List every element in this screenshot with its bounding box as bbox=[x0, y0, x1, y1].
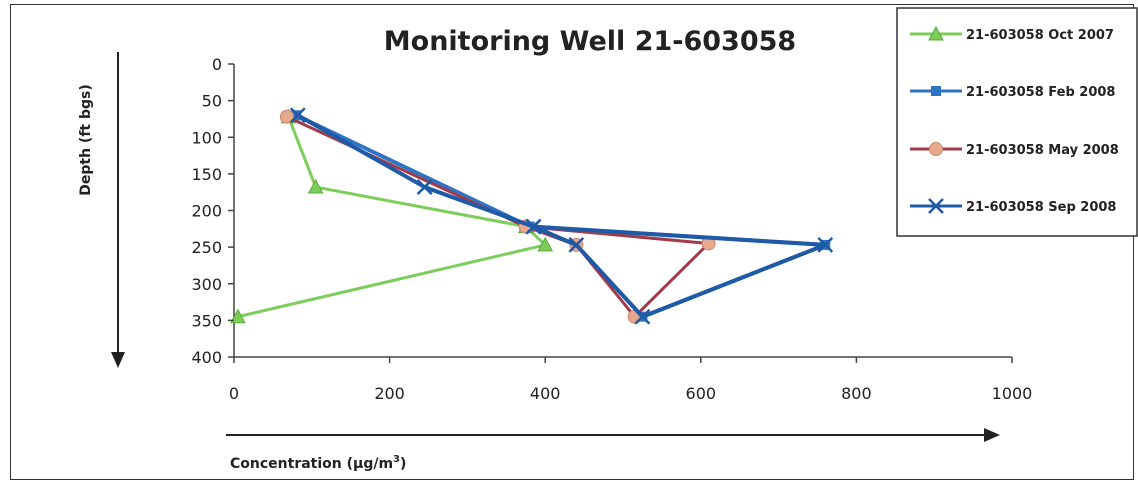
y-tick-label: 250 bbox=[191, 238, 222, 257]
data-point bbox=[525, 218, 542, 235]
y-tick-label: 400 bbox=[191, 348, 222, 367]
x-tick-label: 1000 bbox=[992, 384, 1033, 403]
legend-label: 21-603058 Sep 2008 bbox=[966, 200, 1116, 215]
legend-item: 21-603058 May 2008 bbox=[910, 142, 1119, 158]
legend: 21-603058 Oct 2007 21-603058 Feb 2008 21-6… bbox=[896, 7, 1138, 237]
y-arrow bbox=[111, 52, 125, 368]
data-point bbox=[817, 237, 834, 253]
series-2 bbox=[291, 110, 831, 322]
legend-label: 21-603058 Feb 2008 bbox=[966, 85, 1115, 100]
x-tick-label: 0 bbox=[229, 384, 239, 403]
series-line bbox=[295, 113, 828, 319]
data-point bbox=[634, 308, 651, 325]
y-tick-label: 300 bbox=[191, 275, 222, 294]
x-tick-label: 600 bbox=[686, 384, 717, 403]
y-tick-label: 0 bbox=[212, 55, 222, 74]
series-line bbox=[296, 113, 828, 319]
series-line bbox=[237, 116, 547, 319]
x-axis-label: Concentration (µg/m3) bbox=[230, 454, 406, 472]
x-tick-label: 400 bbox=[530, 384, 561, 403]
legend-label: 21-603058 Oct 2007 bbox=[966, 28, 1114, 43]
y-tick-label: 150 bbox=[191, 165, 222, 184]
data-point bbox=[537, 236, 554, 252]
x-tick-label: 800 bbox=[841, 384, 872, 403]
legend-box bbox=[896, 7, 1138, 237]
legend-item: 21-603058 Oct 2007 bbox=[910, 25, 1114, 43]
data-point bbox=[279, 109, 294, 124]
data-point bbox=[289, 107, 306, 124]
x-arrow bbox=[226, 428, 1000, 442]
data-point bbox=[307, 179, 324, 194]
y-axis-label: Depth (ft bgs) bbox=[78, 84, 94, 196]
legend-marker bbox=[931, 86, 941, 96]
y-tick-label: 200 bbox=[191, 202, 222, 221]
legend-item: 21-603058 Feb 2008 bbox=[910, 85, 1115, 100]
legend-label: 21-603058 May 2008 bbox=[966, 143, 1119, 158]
chart-title: Monitoring Well 21-603058 bbox=[384, 26, 796, 57]
y-tick-label: 100 bbox=[191, 128, 222, 147]
data-point bbox=[568, 237, 585, 253]
series-4 bbox=[289, 107, 834, 325]
data-point bbox=[416, 179, 433, 195]
legend-item: 21-603058 Sep 2008 bbox=[910, 198, 1116, 215]
legend-marker bbox=[929, 142, 943, 156]
y-tick-label: 350 bbox=[191, 311, 222, 330]
chart-frame bbox=[10, 4, 1134, 480]
y-tick-label: 50 bbox=[202, 92, 222, 111]
x-tick-label: 200 bbox=[374, 384, 405, 403]
legend-marker bbox=[928, 25, 944, 41]
data-point bbox=[230, 308, 246, 324]
legend-marker bbox=[928, 198, 944, 214]
